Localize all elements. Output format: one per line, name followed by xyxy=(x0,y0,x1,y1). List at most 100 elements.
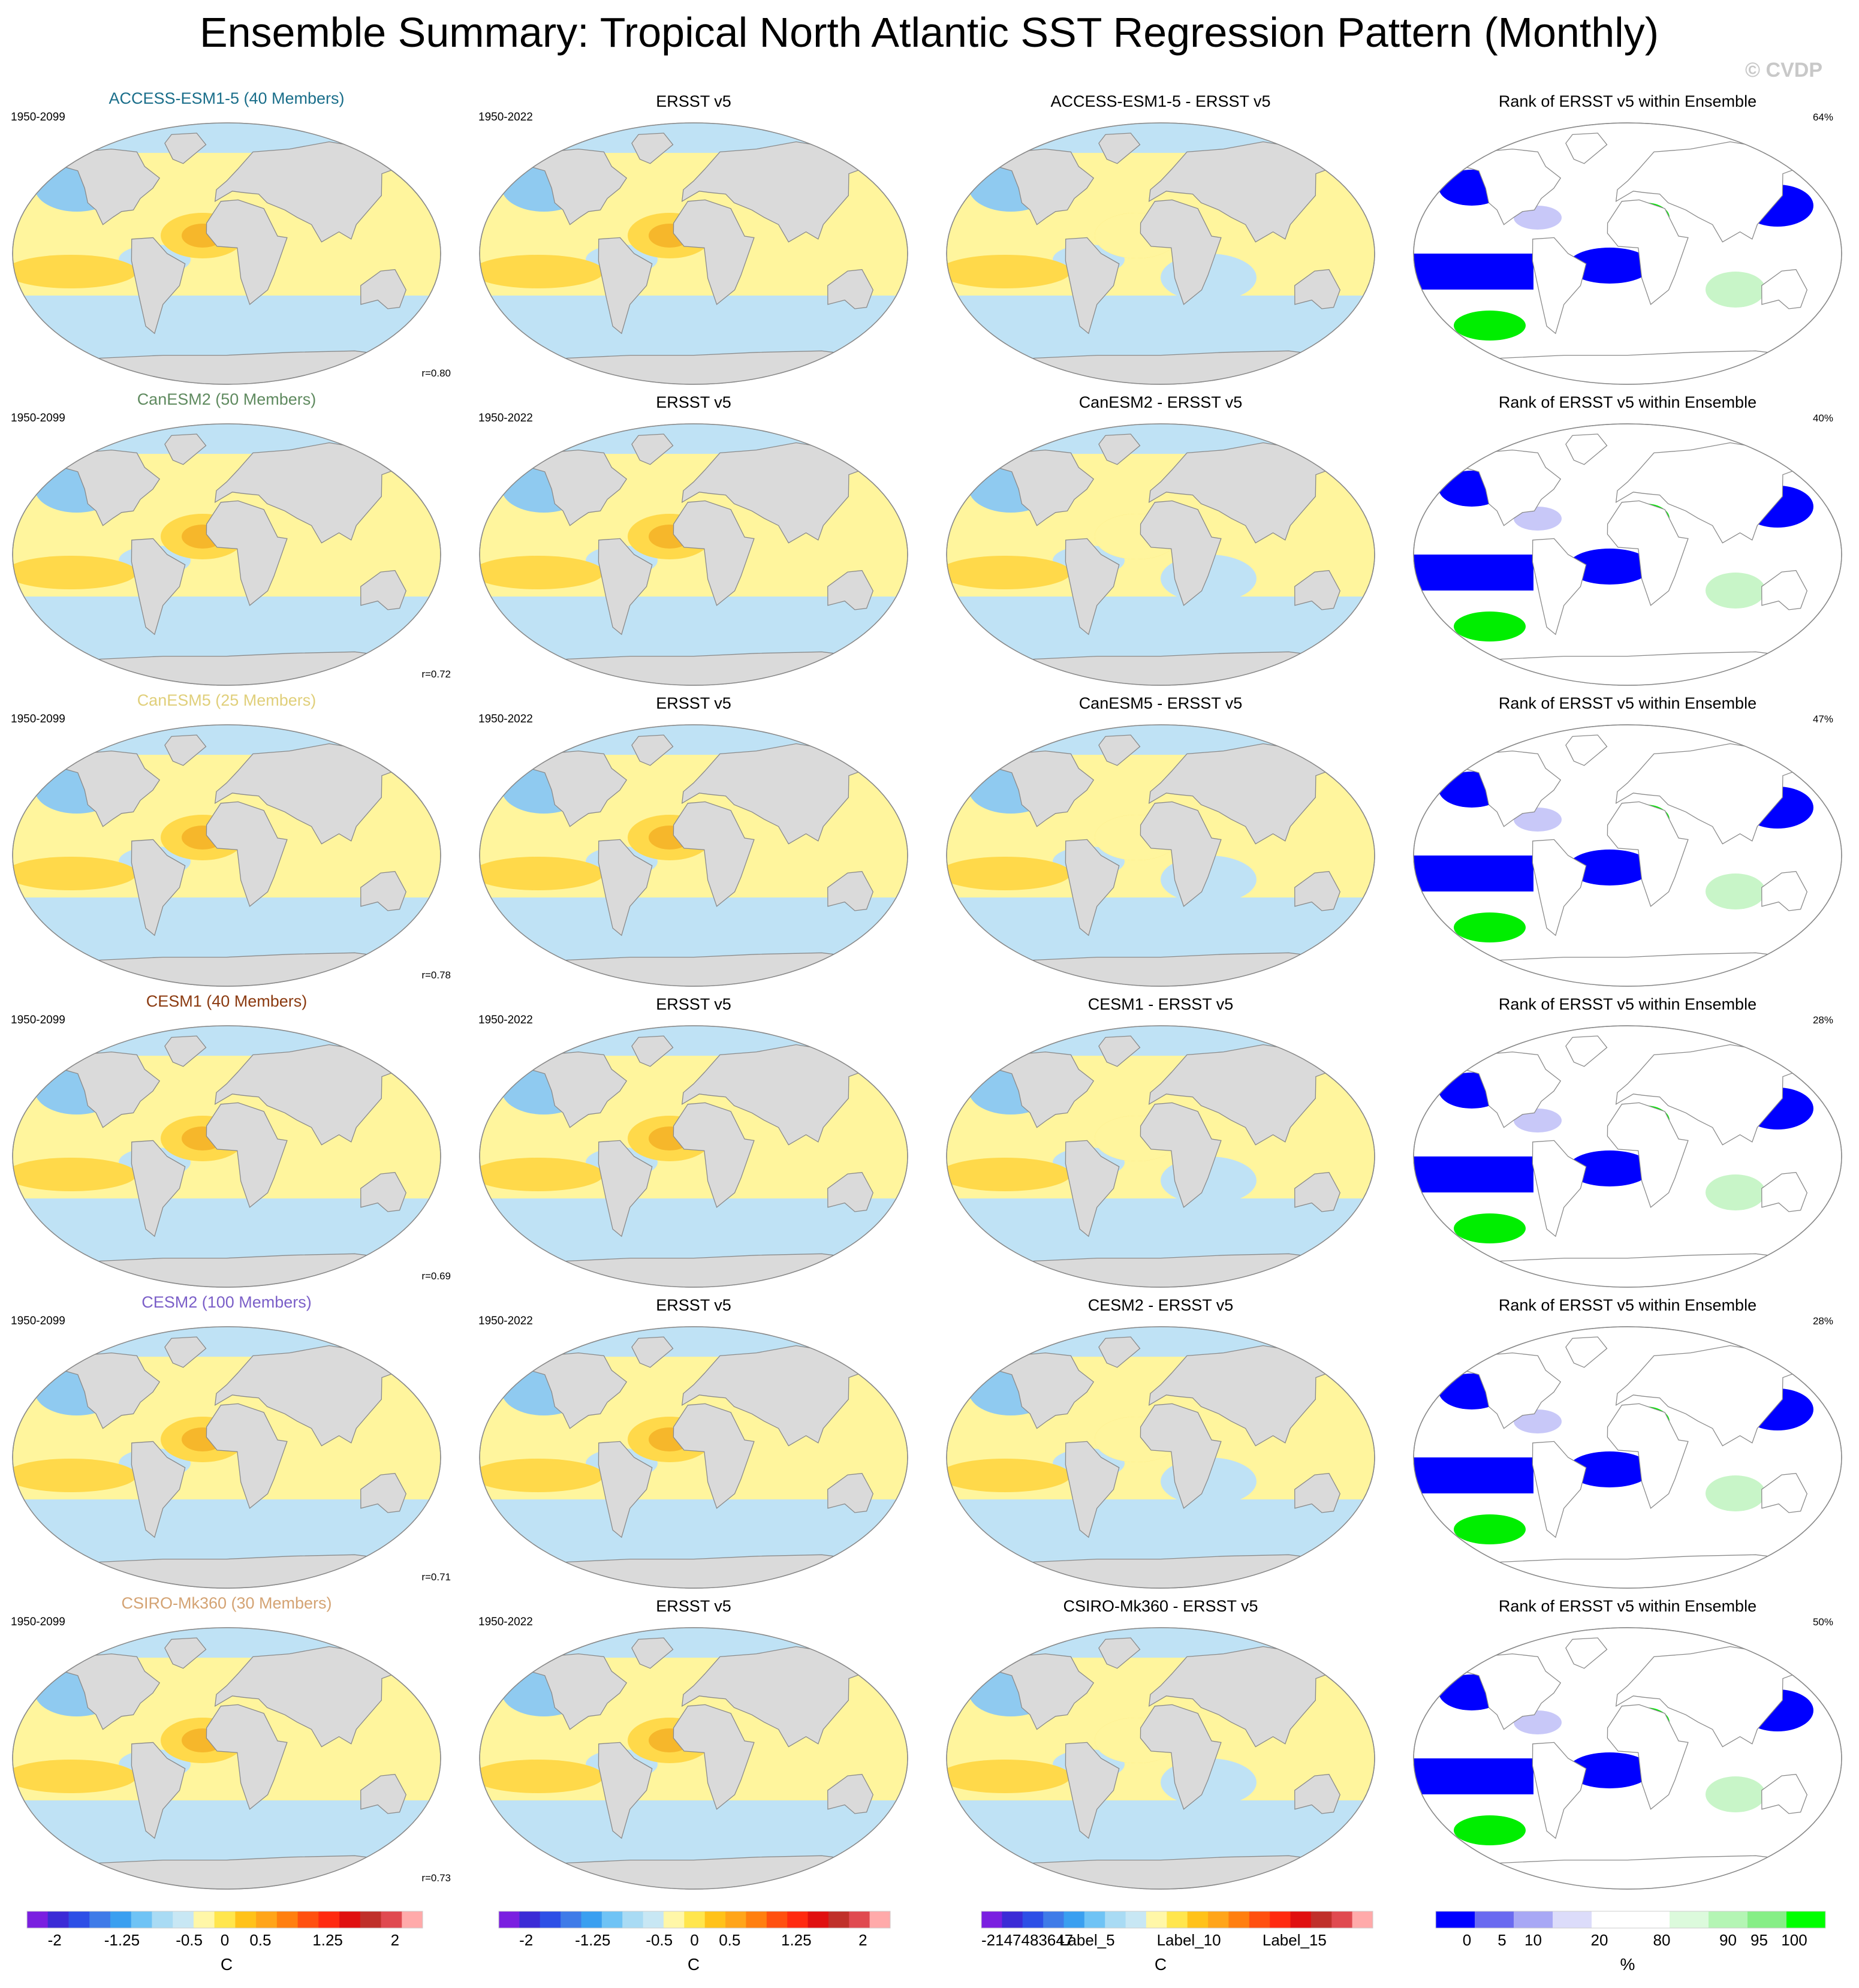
model-mean-panel xyxy=(12,1025,441,1288)
model-title: CanESM2 (50 Members) xyxy=(137,390,317,408)
rank-panel xyxy=(1413,423,1842,686)
difference-panel xyxy=(946,1326,1375,1589)
obs-panel xyxy=(479,423,908,686)
colorbar-swatch xyxy=(1747,1911,1787,1928)
colorbar-swatch xyxy=(808,1911,829,1928)
model-period: 1950-2099 xyxy=(11,111,65,124)
colorbar-swatch xyxy=(561,1911,581,1928)
model-period: 1950-2099 xyxy=(11,1014,65,1026)
colorbar-swatch xyxy=(849,1911,870,1928)
colorbar-swatch xyxy=(766,1911,788,1928)
model-mean-panel xyxy=(12,1627,441,1890)
colorbar-tick-label: 20 xyxy=(1591,1931,1608,1949)
model-title: ACCESS-ESM1-5 (40 Members) xyxy=(109,89,344,107)
obs-title: ERSST v5 xyxy=(656,1597,731,1615)
panel-row: CanESM5 (25 Members) 1950-2099 r=0.78 ERSST… xyxy=(11,691,1842,987)
colorbar-swatch xyxy=(1125,1911,1147,1928)
rank-panel xyxy=(1413,122,1842,385)
colorbar-tick-label: -1.25 xyxy=(104,1931,140,1949)
colorbar-tick-label: 0 xyxy=(221,1931,229,1949)
obs-panel xyxy=(479,1627,908,1890)
colorbar-swatch xyxy=(622,1911,644,1928)
colorbar-tick-label: 5 xyxy=(1498,1931,1506,1949)
pattern-correlation: r=0.71 xyxy=(421,1571,451,1583)
rank-percent: 28% xyxy=(1813,1014,1833,1026)
obs-panel xyxy=(479,1326,908,1589)
colorbar-swatch xyxy=(47,1911,69,1928)
rank-percent: 47% xyxy=(1813,713,1833,725)
colorbar-tick-label: 0 xyxy=(1463,1931,1471,1949)
rank-title: Rank of ERSST v5 within Ensemble xyxy=(1499,1597,1756,1615)
panel-row: CSIRO-Mk360 (30 Members) 1950-2099 r=0.73 E… xyxy=(11,1594,1842,1890)
colorbar-swatch xyxy=(402,1911,423,1928)
colorbar-tick-label: -0.5 xyxy=(646,1931,673,1949)
colorbar-swatch xyxy=(828,1911,849,1928)
rank-panel xyxy=(1413,724,1842,987)
colorbar-swatch xyxy=(1352,1911,1373,1928)
colorbar-swatch xyxy=(360,1911,381,1928)
colorbar-swatch xyxy=(1514,1911,1553,1928)
difference-title: CanESM5 - ERSST v5 xyxy=(1079,694,1243,712)
colorbar-swatch xyxy=(1146,1911,1167,1928)
obs-panel xyxy=(479,1025,908,1288)
model-mean-panel xyxy=(12,1326,441,1589)
colorbar-tick-label: 90 xyxy=(1719,1931,1737,1949)
colorbar-swatch xyxy=(684,1911,706,1928)
colorbar-row: -2 -1.25 -0.5 0 0.5 1.25 2 C -2 -1.25 -0.5 0 0.5 1.25… xyxy=(26,1911,1826,1974)
colorbar-swatch xyxy=(1187,1911,1209,1928)
colorbar-tick-label: -1.25 xyxy=(575,1931,610,1949)
model-title: CESM1 (40 Members) xyxy=(146,992,308,1010)
colorbar-tick-label: Label_5 xyxy=(1059,1931,1115,1949)
colorbar-swatch xyxy=(68,1911,90,1928)
obs-period: 1950-2022 xyxy=(478,111,533,124)
colorbar-swatch xyxy=(1709,1911,1748,1928)
rank-title: Rank of ERSST v5 within Ensemble xyxy=(1499,92,1756,110)
rank-panel xyxy=(1413,1025,1842,1288)
colorbar-swatch xyxy=(581,1911,602,1928)
colorbar-swatch xyxy=(1670,1911,1709,1928)
colorbar-swatch xyxy=(1105,1911,1126,1928)
colorbar-swatch xyxy=(1228,1911,1250,1928)
colorbar-swatch xyxy=(1310,1911,1332,1928)
rank-panel xyxy=(1413,1326,1842,1589)
model-period: 1950-2099 xyxy=(11,412,65,424)
colorbar-swatch xyxy=(339,1911,361,1928)
colorbar-tick-label: 1.25 xyxy=(312,1931,343,1949)
rank-panel xyxy=(1413,1627,1842,1890)
obs-period: 1950-2022 xyxy=(478,1014,533,1026)
colorbar-tick-label: Label_15 xyxy=(1263,1931,1327,1949)
difference-title: ACCESS-ESM1-5 - ERSST v5 xyxy=(1050,92,1270,110)
watermark: © CVDP xyxy=(1745,59,1822,82)
colorbar-swatch xyxy=(725,1911,746,1928)
colorbar-swatch xyxy=(1270,1911,1291,1928)
model-period: 1950-2099 xyxy=(11,1616,65,1628)
colorbar-swatch xyxy=(981,1911,1002,1928)
colorbar-swatch xyxy=(256,1911,278,1928)
rank-field-layer xyxy=(1414,1336,1817,1588)
colorbar-swatch xyxy=(193,1911,215,1928)
model-period: 1950-2099 xyxy=(11,1315,65,1327)
colorbar-tick-label: 80 xyxy=(1653,1931,1671,1949)
colorbar-swatch xyxy=(1249,1911,1270,1928)
colorbar-swatch xyxy=(540,1911,561,1928)
difference-panel xyxy=(946,1627,1375,1890)
difference-title: CSIRO-Mk360 - ERSST v5 xyxy=(1063,1597,1258,1615)
colorbar-swatch xyxy=(110,1911,132,1928)
colorbar-swatch xyxy=(704,1911,726,1928)
difference-panel xyxy=(946,724,1375,987)
colorbar-swatch xyxy=(1084,1911,1105,1928)
colorbar-swatch xyxy=(746,1911,767,1928)
colorbar-swatch xyxy=(152,1911,173,1928)
colorbar-swatch xyxy=(1631,1911,1670,1928)
field-layer xyxy=(13,725,441,986)
colorbar-swatch xyxy=(1553,1911,1592,1928)
colorbar-swatch xyxy=(1331,1911,1353,1928)
colorbar-tick-label: 1.25 xyxy=(781,1931,812,1949)
pattern-correlation: r=0.69 xyxy=(421,1270,451,1282)
colorbar-swatch xyxy=(1002,1911,1023,1928)
colorbar-swatch xyxy=(787,1911,809,1928)
colorbar-unit: C xyxy=(688,1955,700,1974)
colorbar-swatch xyxy=(318,1911,340,1928)
rank-field-layer xyxy=(1414,1637,1817,1889)
colorbar-swatch xyxy=(499,1911,520,1928)
